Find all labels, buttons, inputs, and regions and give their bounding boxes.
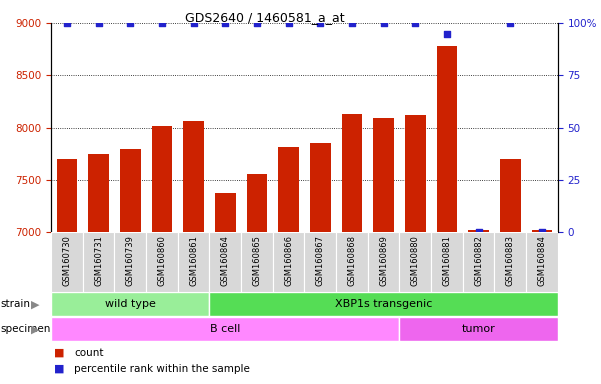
Bar	[310, 143, 331, 232]
Bar	[120, 149, 141, 232]
Text: GSM160864: GSM160864	[221, 235, 230, 286]
Point	[410, 20, 420, 26]
Text: wild type: wild type	[105, 299, 156, 310]
Bar	[83, 232, 114, 292]
Point	[62, 20, 72, 26]
Text: GSM160883: GSM160883	[505, 235, 514, 286]
Bar	[341, 114, 362, 232]
Bar	[246, 174, 267, 232]
Bar	[532, 230, 552, 232]
Point	[537, 229, 547, 235]
Text: GDS2640 / 1460581_a_at: GDS2640 / 1460581_a_at	[185, 12, 344, 25]
Point	[442, 30, 452, 36]
Bar	[241, 232, 273, 292]
Point	[252, 20, 261, 26]
Bar	[278, 147, 299, 232]
Bar	[146, 232, 178, 292]
Bar	[151, 126, 172, 232]
Text: GSM160739: GSM160739	[126, 235, 135, 286]
Bar	[215, 192, 236, 232]
Text: GSM160731: GSM160731	[94, 235, 103, 286]
Text: GSM160860: GSM160860	[157, 235, 166, 286]
Text: GSM160868: GSM160868	[347, 235, 356, 286]
Point	[316, 20, 325, 26]
Text: GSM160882: GSM160882	[474, 235, 483, 286]
Text: ■: ■	[54, 348, 64, 358]
Point	[221, 20, 230, 26]
Bar	[436, 46, 457, 232]
Bar	[88, 154, 109, 232]
Bar	[209, 292, 558, 316]
Point	[189, 20, 198, 26]
Point	[474, 229, 483, 235]
Bar	[273, 232, 305, 292]
Bar	[56, 159, 77, 232]
Text: ▶: ▶	[31, 324, 40, 334]
Text: GSM160865: GSM160865	[252, 235, 261, 286]
Bar	[51, 317, 400, 341]
Text: ▶: ▶	[31, 299, 40, 310]
Text: GSM160861: GSM160861	[189, 235, 198, 286]
Text: count: count	[74, 348, 103, 358]
Point	[126, 20, 135, 26]
Bar	[178, 232, 209, 292]
Bar	[400, 232, 431, 292]
Text: XBP1s transgenic: XBP1s transgenic	[335, 299, 432, 310]
Point	[347, 20, 357, 26]
Bar	[463, 232, 495, 292]
Text: GSM160880: GSM160880	[410, 235, 419, 286]
Text: strain: strain	[1, 299, 31, 310]
Bar	[500, 159, 520, 232]
Bar	[114, 232, 146, 292]
Text: specimen: specimen	[1, 324, 51, 334]
Point	[94, 20, 103, 26]
Bar	[373, 118, 394, 232]
Bar	[368, 232, 400, 292]
Point	[284, 20, 293, 26]
Text: GSM160867: GSM160867	[316, 235, 325, 286]
Bar	[468, 230, 489, 232]
Bar	[183, 121, 204, 232]
Text: percentile rank within the sample: percentile rank within the sample	[74, 364, 250, 374]
Bar	[526, 232, 558, 292]
Text: GSM160869: GSM160869	[379, 235, 388, 286]
Bar	[51, 232, 83, 292]
Point	[505, 20, 515, 26]
Text: GSM160730: GSM160730	[63, 235, 72, 286]
Point	[157, 20, 166, 26]
Text: GSM160884: GSM160884	[537, 235, 546, 286]
Text: GSM160866: GSM160866	[284, 235, 293, 286]
Bar	[400, 317, 558, 341]
Text: ■: ■	[54, 364, 64, 374]
Point	[379, 20, 388, 26]
Bar	[405, 115, 426, 232]
Bar	[336, 232, 368, 292]
Text: tumor: tumor	[462, 324, 495, 334]
Bar	[495, 232, 526, 292]
Bar	[305, 232, 336, 292]
Text: B cell: B cell	[210, 324, 240, 334]
Bar	[209, 232, 241, 292]
Bar	[51, 292, 209, 316]
Bar	[431, 232, 463, 292]
Text: GSM160881: GSM160881	[442, 235, 451, 286]
